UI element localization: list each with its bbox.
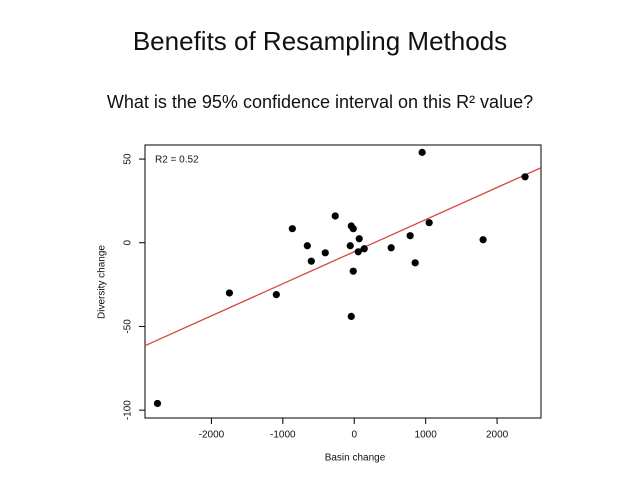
regression-line — [144, 167, 542, 347]
point — [153, 399, 162, 408]
point — [288, 225, 296, 233]
point — [406, 232, 414, 240]
y-axis-label: Diversity change — [97, 245, 108, 319]
x-axis-label: Basin change — [325, 453, 386, 464]
point — [346, 242, 354, 250]
point — [321, 249, 329, 257]
plot-box — [144, 144, 542, 419]
point — [418, 148, 426, 156]
point — [272, 291, 280, 299]
point — [521, 173, 529, 181]
point — [349, 225, 357, 233]
y-tick-label: -100 — [123, 400, 134, 420]
point — [225, 289, 234, 297]
point — [360, 245, 368, 253]
slide-subtitle: What is the 95% confidence interval on t… — [107, 92, 533, 112]
slide-title: Benefits of Resampling Methods — [133, 26, 507, 56]
y-tick-label: 50 — [123, 153, 134, 165]
point — [331, 212, 339, 220]
point — [387, 244, 395, 252]
x-tick-label: 2000 — [486, 430, 509, 441]
point — [349, 267, 357, 275]
annotation: R2 = 0.52 — [155, 155, 199, 166]
point — [303, 242, 311, 250]
point — [307, 257, 315, 265]
point — [355, 235, 363, 243]
x-tick-label: 1000 — [415, 430, 438, 441]
point — [354, 248, 362, 256]
x-tick-label: -1000 — [270, 430, 296, 441]
y-tick-label: -50 — [123, 319, 134, 334]
y-tick-label: 0 — [123, 240, 134, 246]
x-tick-label: -2000 — [199, 430, 225, 441]
point — [411, 259, 419, 267]
point — [425, 219, 433, 227]
x-tick-label: 0 — [351, 430, 357, 441]
point — [347, 312, 355, 320]
point — [479, 236, 487, 244]
